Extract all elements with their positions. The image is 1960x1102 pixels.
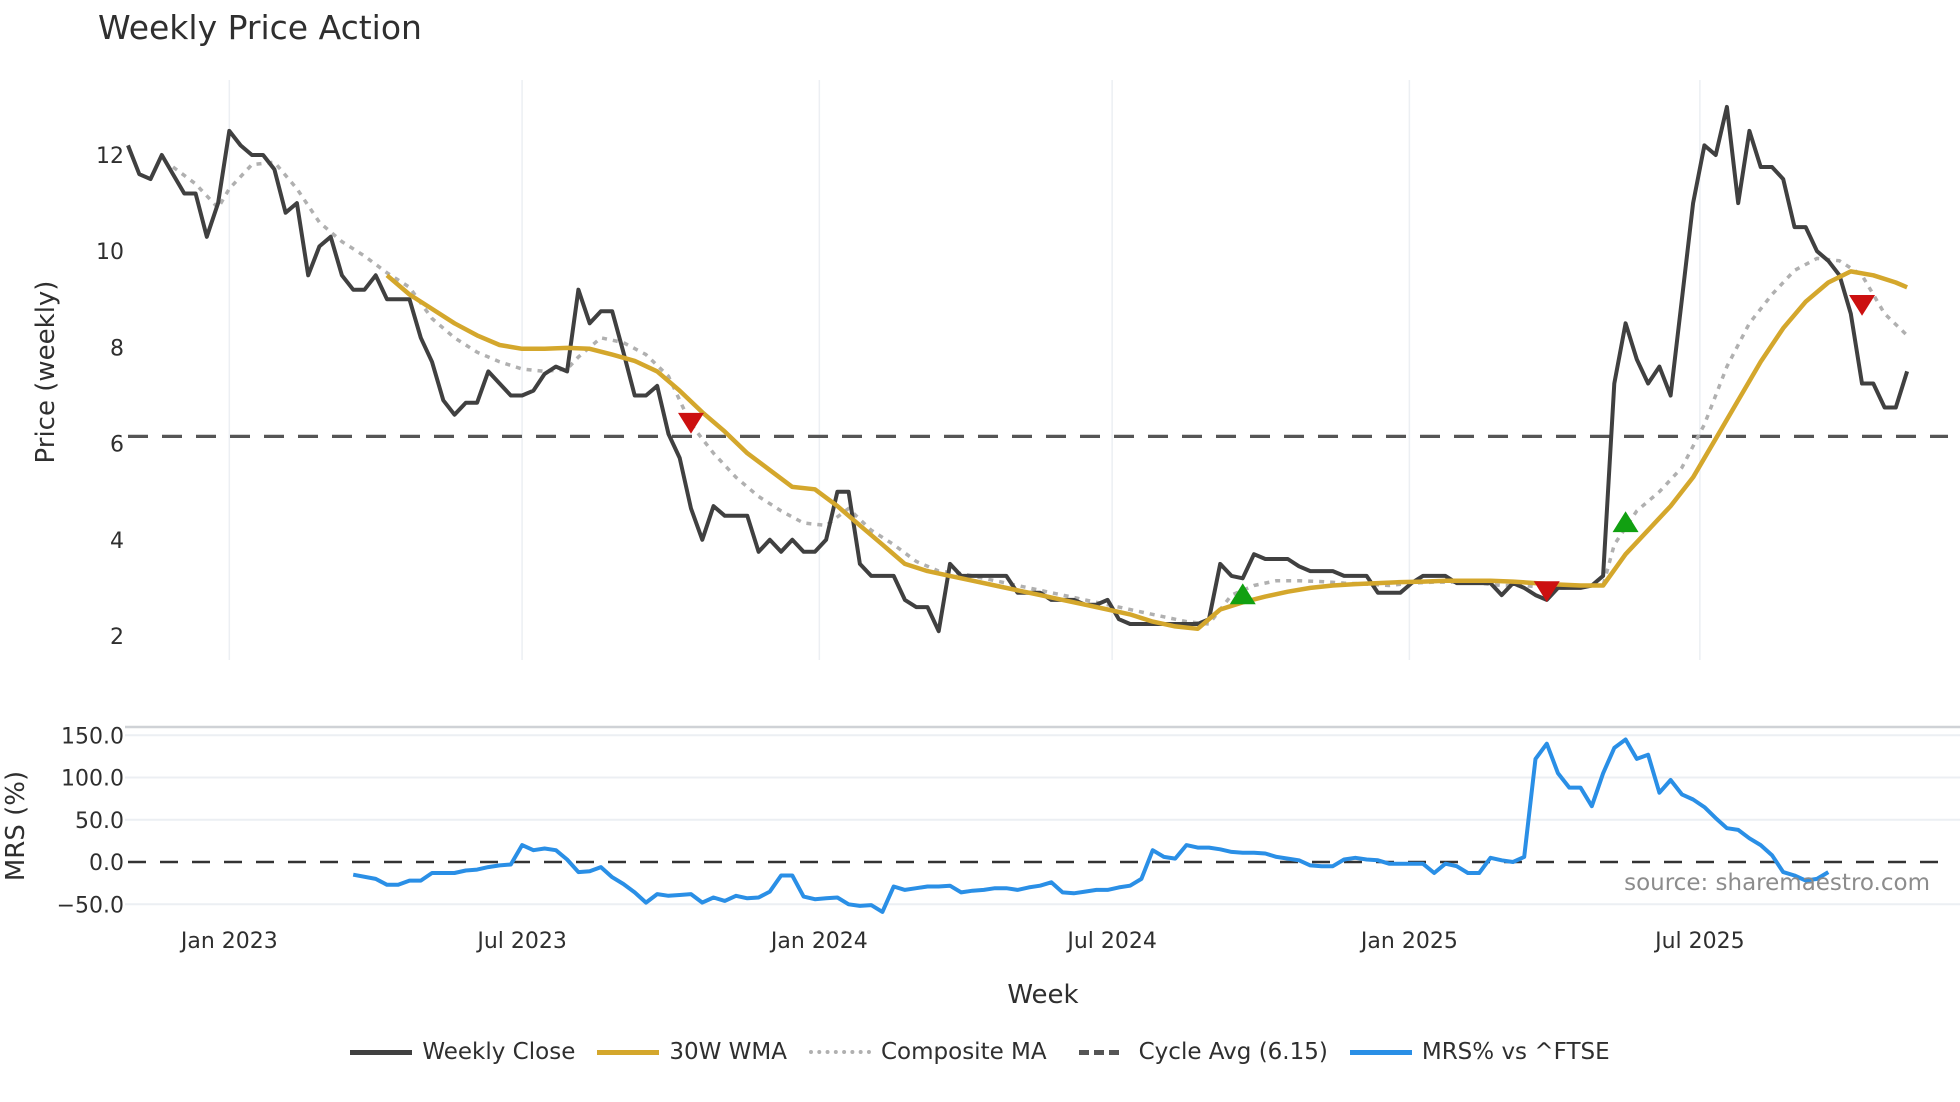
buy-signal-icon <box>1229 583 1256 605</box>
x-tick-label: Jan 2025 <box>1359 929 1458 954</box>
legend-label: MRS% vs ^FTSE <box>1421 1039 1610 1065</box>
legend-item-wma[interactable]: 30W WMA <box>597 1039 787 1065</box>
y-tick-label: 8 <box>110 336 124 361</box>
legend-swatch-icon <box>1349 1049 1412 1055</box>
x-tick-label: Jul 2025 <box>1653 929 1745 954</box>
legend-swatch-icon <box>808 1050 871 1054</box>
x-tick-label: Jan 2023 <box>179 929 278 954</box>
mrs-tick-label: 50.0 <box>75 809 124 834</box>
x-tick-label: Jul 2023 <box>475 929 567 954</box>
sell-signal-icon <box>1849 295 1876 316</box>
price-y-axis: 2 4 6 8 10 12 <box>96 144 124 650</box>
signal-markers <box>678 295 1876 605</box>
y-tick-label: 6 <box>110 433 124 458</box>
legend-item-mrs[interactable]: MRS% vs ^FTSE <box>1349 1039 1610 1065</box>
legend-swatch-icon <box>350 1049 413 1055</box>
legend-item-composite[interactable]: Composite MA <box>808 1039 1047 1065</box>
mrs-tick-label: 0.0 <box>89 851 124 876</box>
legend-label: Cycle Avg (6.15) <box>1138 1039 1328 1065</box>
mrs-tick-label: 150.0 <box>61 724 124 749</box>
legend-label: Weekly Close <box>422 1039 576 1065</box>
legend-item-weekly-close[interactable]: Weekly Close <box>350 1039 575 1065</box>
y-tick-label: 4 <box>110 529 124 554</box>
buy-signal-icon <box>1612 511 1639 533</box>
mrs-tick-label: 100.0 <box>61 767 124 792</box>
wma-line <box>385 269 1908 632</box>
composite-ma-line <box>171 160 1909 626</box>
x-tick-label: Jul 2024 <box>1065 929 1157 954</box>
weekly-close-line <box>126 104 1910 634</box>
legend-item-cycle-avg[interactable]: Cycle Avg (6.15) <box>1069 1039 1328 1065</box>
x-tick-label: Jan 2024 <box>769 929 868 954</box>
mrs-tick-label: −50.0 <box>57 893 124 918</box>
chart-title: Weekly Price Action <box>98 8 422 47</box>
price-y-axis-title: Price (weekly) <box>31 281 61 464</box>
mrs-series <box>352 737 1830 914</box>
legend: Weekly Close 30W WMA Composite MA Cycle Avg… <box>0 1030 1960 1074</box>
mrs-y-axis-title: MRS (%) <box>1 771 31 881</box>
legend-label: 30W WMA <box>669 1039 787 1065</box>
legend-swatch-icon <box>597 1049 660 1055</box>
x-axis-title: Week <box>1007 980 1078 1010</box>
legend-swatch-icon <box>1078 1049 1119 1055</box>
y-tick-label: 10 <box>96 240 124 265</box>
sell-signal-icon <box>1533 581 1560 603</box>
y-tick-label: 2 <box>110 625 124 650</box>
mrs-y-axis: −50.0 0.0 50.0 100.0 150.0 <box>57 724 124 918</box>
legend-label: Composite MA <box>880 1039 1047 1065</box>
x-axis: Jan 2023 Jul 2023 Jan 2024 Jul 2024 Jan 2025… <box>179 929 1745 954</box>
chart-canvas: 2 4 6 8 10 12 Price (weekly) −50.0 0.0 50.0 100.… <box>1 80 1960 1010</box>
sell-signal-icon <box>678 412 704 434</box>
price-series <box>126 104 1910 634</box>
price-grid <box>228 80 1701 660</box>
source-watermark: source: sharemaestro.com <box>1624 870 1930 896</box>
y-tick-label: 12 <box>96 144 124 169</box>
mrs-line <box>352 737 1830 914</box>
